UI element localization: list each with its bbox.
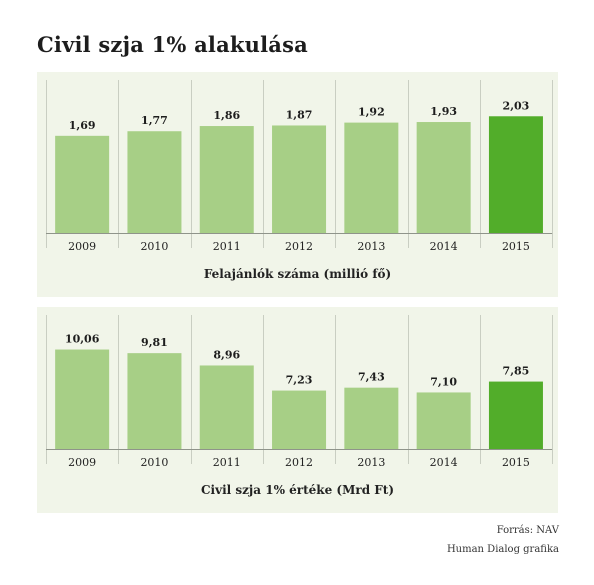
value-label: 1,69: [69, 119, 96, 132]
source-note: Forrás: NAV: [496, 525, 559, 536]
tick-label: 2010: [140, 240, 168, 253]
chart-panel-amount: 10,06 2009 9,81 2010 8,96 2011 7,23 2012 7,43 201…: [37, 307, 558, 513]
value-label: 10,06: [65, 333, 100, 346]
bar-2013: [344, 122, 399, 233]
tick-label: 2013: [357, 456, 385, 469]
tick-label: 2009: [68, 456, 96, 469]
bar-2012: [272, 390, 327, 449]
bar-2010: [127, 353, 182, 449]
tick-label: 2012: [285, 240, 313, 253]
value-label: 7,10: [430, 375, 457, 388]
x-axis-label: Felajánlók száma (millió fő): [203, 267, 392, 281]
value-label: 8,96: [213, 348, 240, 361]
value-label: 1,93: [430, 105, 457, 118]
bar-2010: [127, 131, 182, 233]
bar-2015: [488, 116, 543, 233]
bar-chart-contributors: 1,69 2009 1,77 2010 1,86 2011 1,87 2012 1,92 2013…: [46, 80, 553, 253]
bar-2012: [272, 125, 327, 233]
value-label: 2,03: [503, 99, 530, 112]
bar-2011: [199, 126, 254, 233]
bar-2009: [55, 349, 110, 449]
x-axis-label: Civil szja 1% értéke (Mrd Ft): [200, 483, 395, 497]
value-label: 9,81: [141, 336, 168, 349]
tick-label: 2009: [68, 240, 96, 253]
value-label: 1,92: [358, 106, 385, 119]
chart-title: Civil szja 1% alakulása: [37, 32, 308, 57]
tick-label: 2013: [357, 240, 385, 253]
value-label: 1,77: [141, 114, 168, 127]
tick-label: 2011: [213, 456, 241, 469]
bar-2009: [55, 135, 110, 233]
tick-label: 2010: [140, 456, 168, 469]
bar-2014: [416, 122, 471, 233]
bar-2014: [416, 392, 471, 449]
bar-chart-amount: 10,06 2009 9,81 2010 8,96 2011 7,23 2012 7,43 201…: [46, 315, 553, 469]
value-label: 1,87: [286, 108, 313, 121]
value-label: 7,85: [503, 365, 530, 378]
footer: Forrás: NAV Human Dialog grafika: [447, 521, 559, 559]
tick-label: 2011: [213, 240, 241, 253]
credit-note: Human Dialog grafika: [446, 544, 559, 555]
chart-panel-contributors: 1,69 2009 1,77 2010 1,86 2011 1,87 2012 1,92 2013…: [37, 72, 558, 297]
tick-label: 2014: [430, 240, 458, 253]
tick-label: 2012: [285, 456, 313, 469]
tick-label: 2014: [430, 456, 458, 469]
value-label: 7,23: [286, 374, 313, 387]
value-label: 1,86: [213, 109, 240, 122]
value-label: 7,43: [358, 371, 385, 384]
tick-label: 2015: [502, 456, 530, 469]
bar-2011: [199, 365, 254, 449]
tick-label: 2015: [502, 240, 530, 253]
bar-2015: [488, 381, 543, 449]
bar-2013: [344, 387, 399, 449]
